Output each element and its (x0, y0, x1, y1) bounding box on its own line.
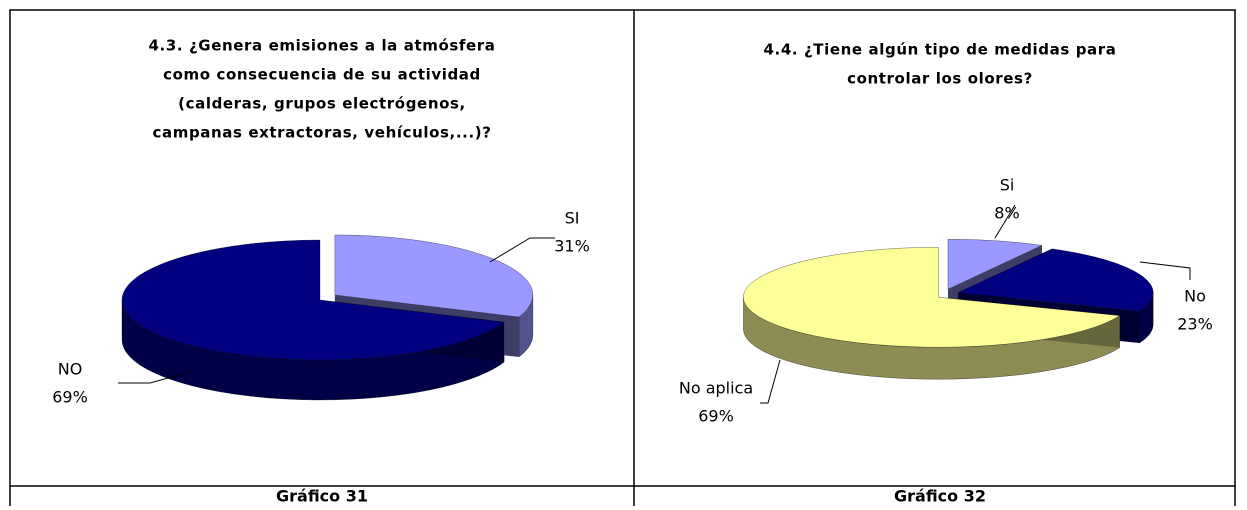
slice (743, 247, 1121, 348)
slice-value-label: 69% (52, 388, 88, 407)
chart-title: 4.3. ¿Genera emisiones a la atmósfera (149, 37, 496, 55)
slice-label: No (1184, 287, 1206, 306)
leader-line (118, 371, 191, 384)
slice-value-label: 69% (698, 407, 734, 426)
slice (947, 239, 1043, 290)
chart-title: 4.4. ¿Tiene algún tipo de medidas para (764, 41, 1117, 59)
slice (957, 248, 1154, 312)
leader-line (1139, 261, 1191, 280)
table-border (9, 9, 1236, 510)
leader-line (994, 204, 1016, 239)
slice-value-label: 31% (554, 237, 590, 256)
leader-line (760, 359, 781, 404)
slice-label: Si (1000, 176, 1015, 195)
slice-value-label: 23% (1177, 315, 1213, 334)
caption: Gráfico 32 (894, 487, 986, 506)
slice-value-label: 8% (994, 204, 1019, 223)
slice-label: SI (565, 209, 580, 228)
chart-title: controlar los olores? (847, 70, 1033, 88)
slice-label: NO (58, 360, 83, 379)
chart-title: como consecuencia de su actividad (163, 66, 481, 84)
slice-label: No aplica (679, 379, 753, 398)
chart-title: campanas extractoras, vehículos,...)? (153, 124, 492, 142)
chart-title: (calderas, grupos electrógenos, (178, 95, 466, 113)
slice (334, 234, 533, 318)
slice (121, 239, 505, 361)
leader-line (489, 237, 555, 263)
caption: Gráfico 31 (276, 487, 368, 506)
